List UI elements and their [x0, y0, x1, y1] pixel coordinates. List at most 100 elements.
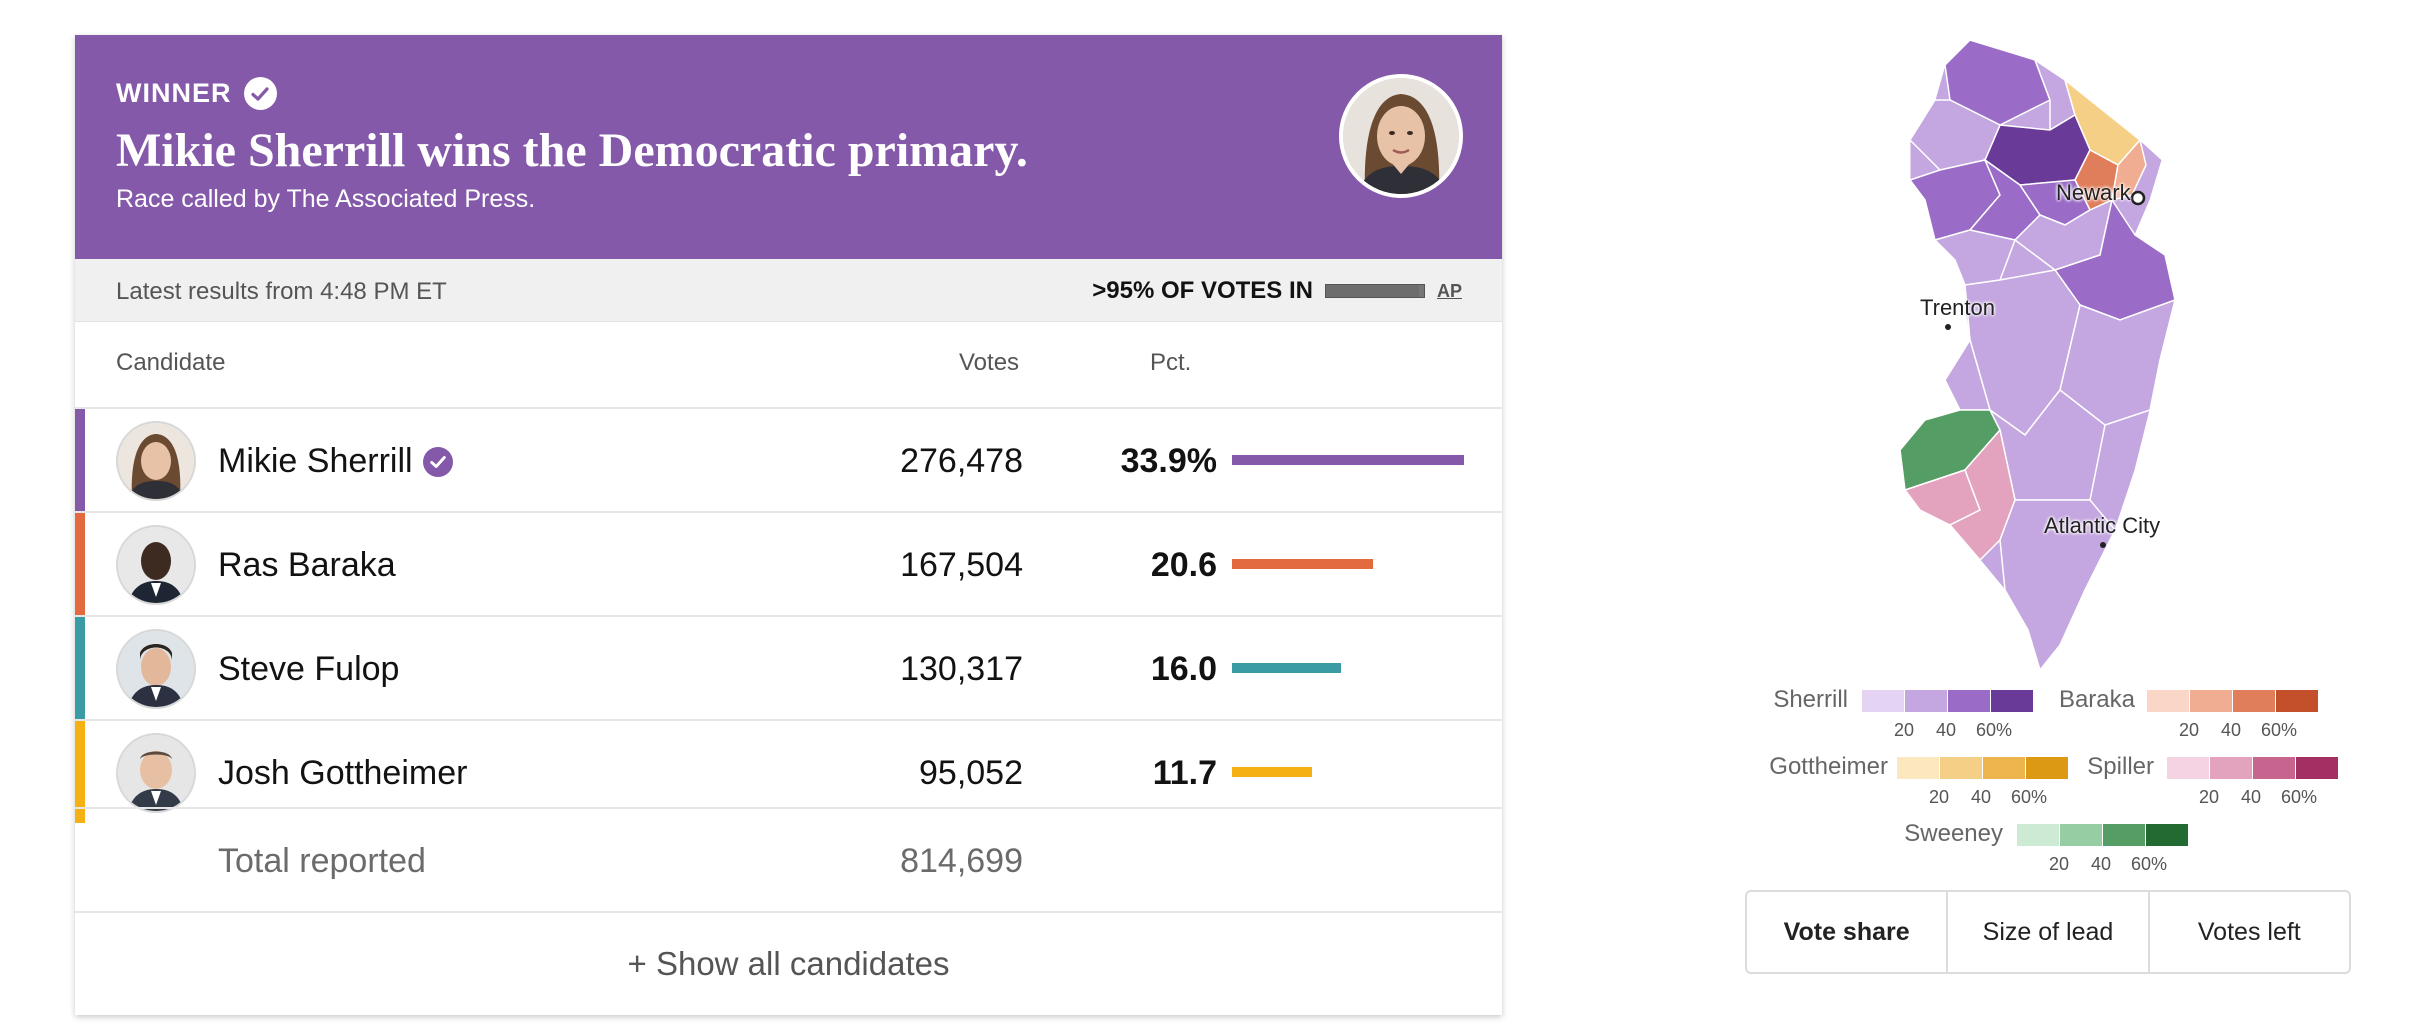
candidate-color-stripe — [75, 409, 85, 511]
legend-swatch — [2060, 824, 2102, 846]
winner-check-icon — [422, 446, 453, 477]
county-map: Newark Trenton Atlantic City — [1850, 30, 2230, 672]
candidate-votes: 167,504 — [900, 546, 1023, 584]
candidate-name-text: Steve Fulop — [218, 650, 400, 688]
legend-swatches — [2147, 690, 2319, 712]
candidate-votes: 276,478 — [900, 442, 1023, 480]
legend-name: Spiller — [2087, 753, 2154, 780]
legend-swatch — [2026, 757, 2068, 779]
total-label: Total reported — [218, 842, 426, 880]
legend-tick: 20 — [1894, 720, 1915, 740]
candidate-row: Ras Baraka 167,504 20.6 — [75, 511, 1502, 615]
legend-swatch — [2167, 757, 2209, 779]
latest-results-time: Latest results from 4:48 PM ET — [116, 278, 447, 305]
legend-swatch — [2253, 757, 2295, 779]
candidate-votes: 95,052 — [919, 754, 1023, 792]
view-option-votes-left[interactable]: Votes left — [2197, 917, 2301, 946]
candidate-pct-bar-track — [1232, 663, 1464, 673]
candidate-avatar — [116, 525, 196, 605]
candidate-row: Steve Fulop 130,317 16.0 — [75, 615, 1502, 719]
legend-name: Baraka — [2058, 686, 2135, 713]
legend-item: Gottheimer 20 40 60% — [0, 753, 2428, 813]
legend-tick: 20 — [2199, 787, 2220, 807]
legend-swatch — [2017, 824, 2059, 846]
candidate-avatar — [116, 733, 196, 813]
legend-swatch — [1983, 757, 2025, 779]
legend-swatch — [1940, 757, 1982, 779]
trenton-marker — [1945, 324, 1951, 330]
candidate-votes: 130,317 — [900, 650, 1023, 688]
candidate-pct-bar-track — [1232, 455, 1464, 465]
legend-item: Spiller 20 40 60% — [0, 753, 2428, 813]
newark-marker — [2130, 190, 2146, 206]
reporting-status: >95% OF VOTES IN AP — [1092, 277, 1462, 305]
trenton-label: Trenton — [1920, 295, 1996, 320]
atlantic-city-marker — [2100, 542, 2106, 548]
subhead: Race called by The Associated Press. — [116, 185, 536, 213]
legend-tick: 40 — [2241, 787, 2262, 807]
candidate-pct-bar — [1232, 559, 1373, 569]
legend-tick: 20 — [2049, 854, 2070, 874]
show-all-candidates-button[interactable]: + Show all candidates — [75, 911, 1502, 1015]
view-option-vote-share[interactable]: Vote share — [1747, 892, 1949, 972]
candidate-name: Josh Gottheimer — [218, 754, 467, 793]
map-view-toggle: Vote share Size of lead Votes left — [1745, 890, 2351, 974]
candidate-name: Steve Fulop — [218, 650, 399, 689]
legend-swatch — [2296, 757, 2338, 779]
votes-in-text: >95% OF VOTES IN — [1092, 277, 1313, 304]
legend-tick: 60% — [2281, 787, 2318, 807]
candidate-pct-bar — [1232, 455, 1464, 465]
legend-tick: 60% — [2131, 854, 2168, 874]
atlantic-city-label: Atlantic City — [2044, 513, 2161, 538]
total-row: Total reported 814,699 — [75, 807, 1502, 911]
candidate-name-text: Josh Gottheimer — [218, 754, 468, 792]
candidate-pct-bar — [1232, 663, 1342, 673]
headline: Mikie Sherrill wins the Democratic prima… — [116, 124, 1028, 177]
winner-row: WINNER — [116, 77, 277, 110]
candidate-color-stripe — [75, 513, 85, 615]
legend-swatch — [1991, 690, 2033, 712]
county-cumberland — [1948, 428, 2016, 562]
newark-label: Newark — [2056, 180, 2131, 205]
legend-tick: 40 — [2221, 720, 2242, 740]
legend-swatches — [1897, 757, 2069, 779]
ap-source-link[interactable]: AP — [1436, 280, 1462, 301]
legend-swatch — [2103, 824, 2145, 846]
candidate-color-stripe — [75, 617, 85, 719]
legend-swatches — [1862, 690, 2034, 712]
legend-name: Sweeney — [1904, 820, 2003, 847]
candidate-avatar — [116, 421, 196, 501]
legend-tick: 40 — [1936, 720, 1957, 740]
legend-swatch — [1905, 690, 1947, 712]
legend-item: Baraka 20 40 60% — [0, 686, 2428, 746]
legend-swatch — [1948, 690, 1990, 712]
candidate-name: Ras Baraka — [218, 546, 396, 585]
legend-tick: 40 — [1971, 787, 1992, 807]
legend-swatch — [2210, 757, 2252, 779]
candidate-pct-bar-track — [1232, 559, 1464, 569]
legend-swatch — [2190, 690, 2232, 712]
legend-swatch — [2276, 690, 2318, 712]
view-option-size-of-lead[interactable]: Size of lead — [1948, 892, 2150, 972]
votes-column-header: Votes — [959, 349, 1020, 376]
legend-swatch — [2146, 824, 2188, 846]
legend-tick: 60% — [2011, 787, 2048, 807]
status-bar: Latest results from 4:48 PM ET >95% OF V… — [75, 259, 1502, 322]
legend-swatch — [2147, 690, 2189, 712]
candidate-color-stripe — [75, 721, 85, 823]
new-jersey-map — [1899, 39, 2177, 672]
candidate-name-text: Ras Baraka — [218, 546, 396, 584]
candidate-pct: 16.0 — [1150, 650, 1217, 688]
legend-swatch — [1862, 690, 1904, 712]
legend-tick: 20 — [1929, 787, 1950, 807]
legend-name: Sherrill — [1773, 686, 1848, 713]
total-votes: 814,699 — [900, 842, 1023, 880]
pct-column-header: Pct. — [1150, 349, 1192, 376]
legend-tick: 60% — [2261, 720, 2298, 740]
winner-photo — [1339, 74, 1463, 198]
candidate-pct: 11.7 — [1152, 754, 1217, 792]
candidate-avatar — [116, 629, 196, 709]
legend-tick: 40 — [2091, 854, 2112, 874]
legend-tick: 20 — [2179, 720, 2200, 740]
legend-swatch — [2233, 690, 2275, 712]
